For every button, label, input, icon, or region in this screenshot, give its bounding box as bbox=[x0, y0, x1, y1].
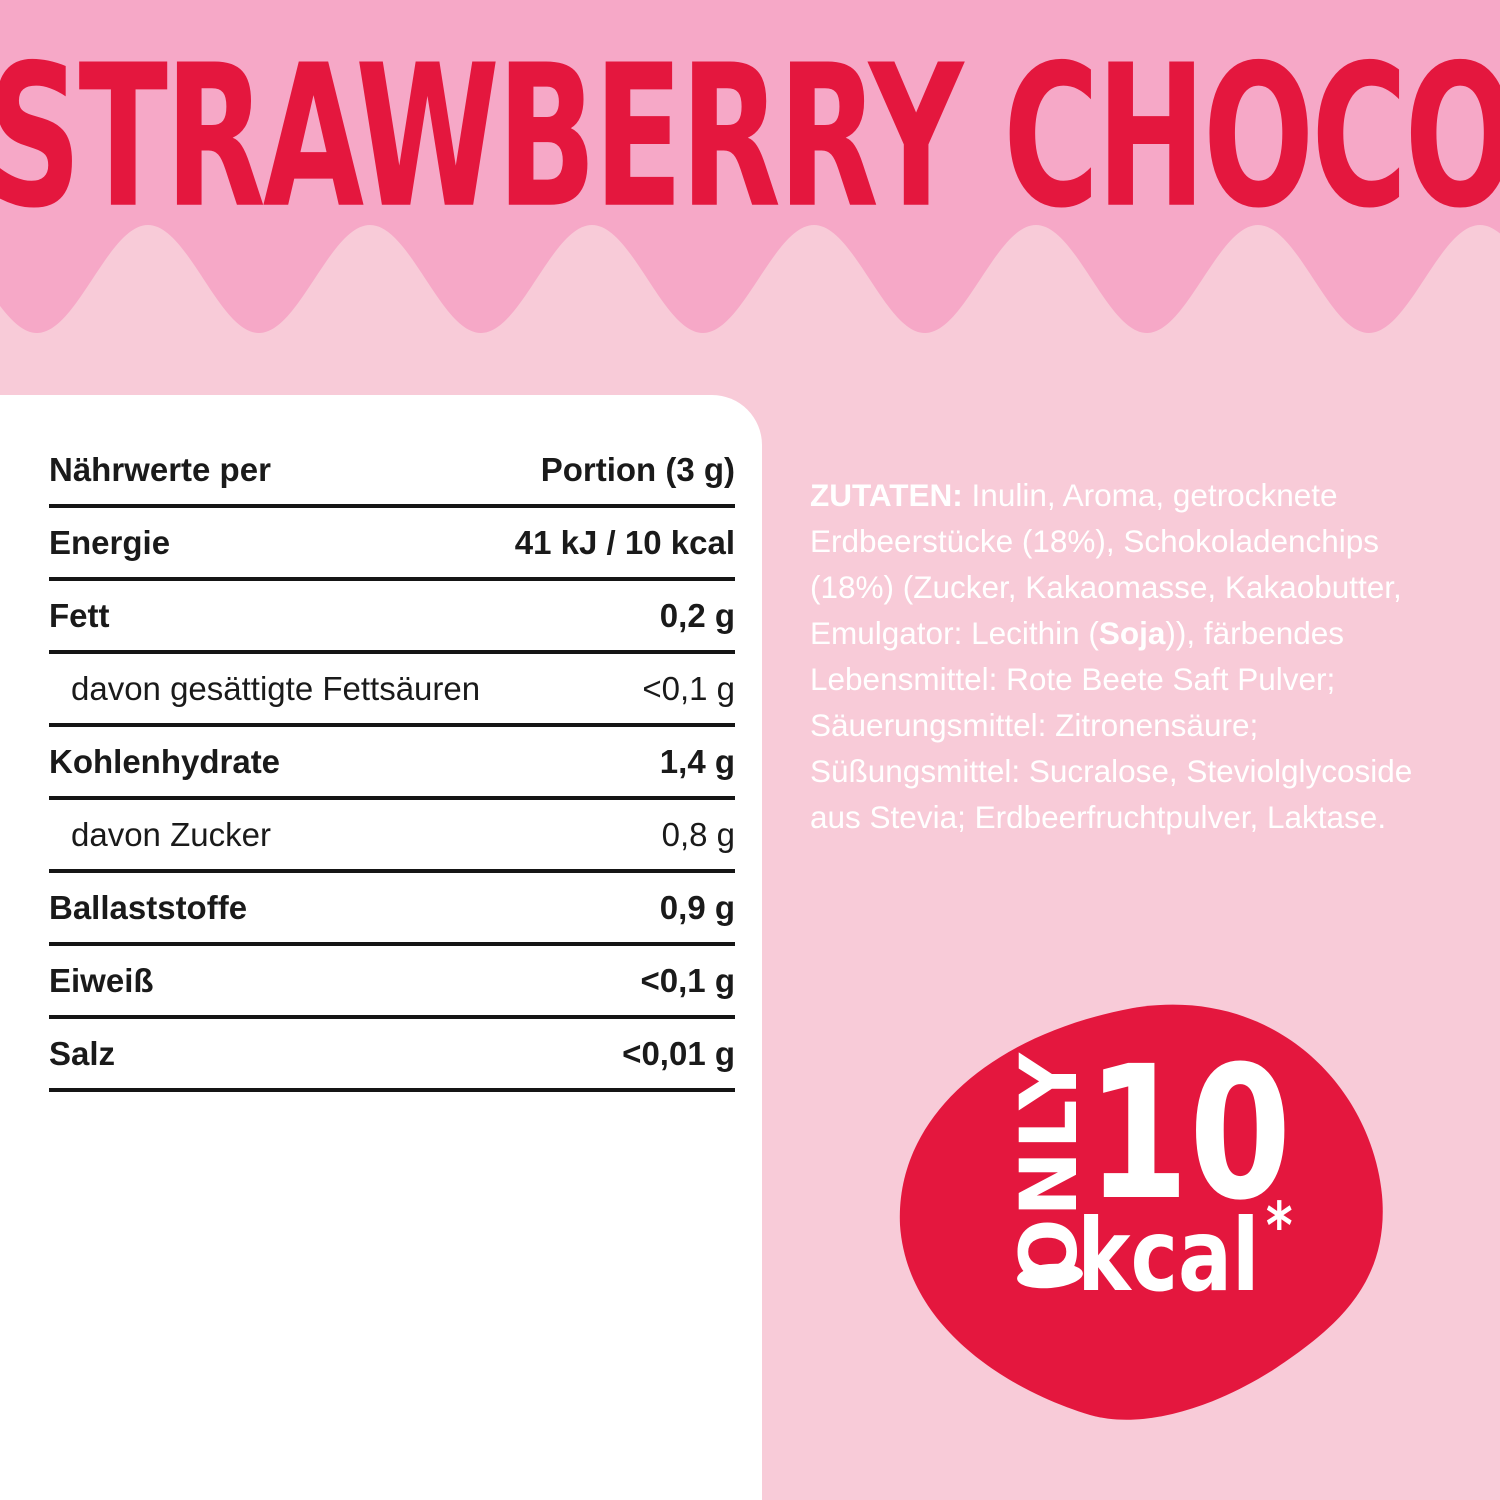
badge-blob bbox=[899, 1004, 1383, 1420]
row-label: Fett bbox=[49, 596, 110, 634]
row-label: Ballaststoffe bbox=[49, 888, 248, 926]
badge-kcal-unit-row: kcal * bbox=[1077, 1195, 1292, 1306]
badge-kcal-unit: kcal bbox=[1077, 1197, 1260, 1314]
row-value: 0,2 g bbox=[659, 596, 735, 634]
table-row-gesaettigte-fettsaeuren: davon gesättigte Fettsäuren <0,1 g bbox=[49, 654, 735, 727]
ingredients-part1: Inulin, Aroma, getrocknete Erdbeerstücke… bbox=[810, 476, 1402, 651]
row-label: Kohlenhydrate bbox=[49, 742, 281, 780]
table-row-ballaststoffe: Ballaststoffe 0,9 g bbox=[49, 873, 735, 946]
table-row-fett: Fett 0,2 g bbox=[49, 581, 735, 654]
row-value: <0,1 g bbox=[642, 669, 735, 707]
row-label: Energie bbox=[49, 523, 171, 561]
table-row-kohlenhydrate: Kohlenhydrate 1,4 g bbox=[49, 727, 735, 800]
row-label: davon gesättigte Fettsäuren bbox=[71, 669, 481, 707]
badge-asterisk: * bbox=[1265, 1190, 1293, 1264]
drip-wave-shape bbox=[0, 0, 1500, 333]
ingredients-soja: Soja bbox=[1098, 614, 1166, 651]
nutrition-header-row: Nährwerte per Portion (3 g) bbox=[49, 435, 735, 508]
kcal-badge: ONLY 10 kcal * bbox=[893, 1000, 1393, 1430]
nutrition-card: Nährwerte per Portion (3 g) Energie 41 k… bbox=[0, 395, 762, 1500]
row-value: 0,8 g bbox=[661, 815, 735, 853]
ingredients-part2: )), färbendes Lebensmittel: Rote Beete S… bbox=[810, 614, 1413, 835]
ingredients-label: ZUTATEN: bbox=[810, 476, 963, 513]
table-row-zucker: davon Zucker 0,8 g bbox=[49, 800, 735, 873]
badge-blob-shape bbox=[899, 1004, 1383, 1420]
badge-kcal-number: 10 bbox=[1086, 1027, 1292, 1241]
nutrition-table: Nährwerte per Portion (3 g) Energie 41 k… bbox=[49, 435, 735, 1092]
row-value: <0,01 g bbox=[622, 1034, 735, 1072]
table-row-salz: Salz <0,01 g bbox=[49, 1019, 735, 1092]
table-row-eiweiss: Eiweiß <0,1 g bbox=[49, 946, 735, 1019]
row-value: 0,9 g bbox=[659, 888, 735, 926]
nutrition-header-label: Nährwerte per bbox=[49, 450, 271, 488]
row-label: Salz bbox=[49, 1034, 116, 1072]
row-value: 41 kJ / 10 kcal bbox=[514, 523, 735, 561]
row-value: 1,4 g bbox=[659, 742, 735, 780]
table-row-energie: Energie 41 kJ / 10 kcal bbox=[49, 508, 735, 581]
drip-wave bbox=[0, 0, 1500, 333]
row-value: <0,1 g bbox=[640, 961, 735, 999]
row-label: Eiweiß bbox=[49, 961, 154, 999]
ingredients-text: ZUTATEN: Inulin, Aroma, getrocknete Erdb… bbox=[810, 472, 1446, 840]
nutrition-header-value: Portion (3 g) bbox=[540, 450, 735, 488]
row-label: davon Zucker bbox=[71, 815, 271, 853]
